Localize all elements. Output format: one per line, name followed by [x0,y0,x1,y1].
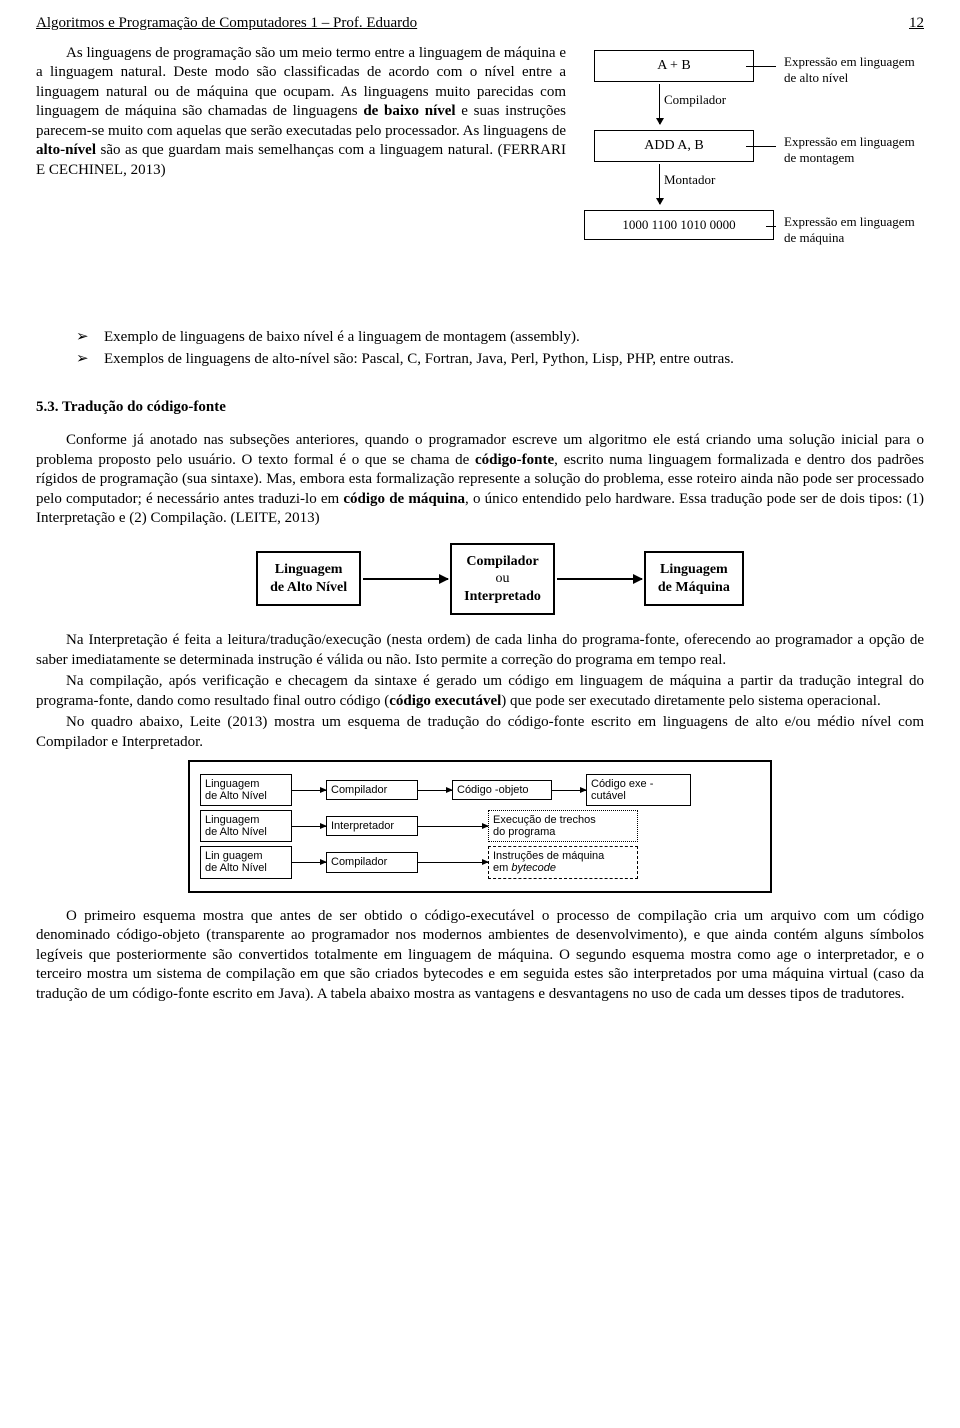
arrow-icon [557,578,642,580]
arrow-icon [363,578,448,580]
p4: No quadro abaixo, Leite (2013) mostra um… [36,713,924,752]
intro-paragraph: As linguagens de programação são um meio… [36,45,566,178]
p1: Conforme já anotado nas subseções anteri… [36,431,924,529]
translation-flow: Linguagemde Alto Nível CompiladorouInter… [76,543,924,616]
d1-side-machine: Expressão em linguagem de máquina [784,214,924,248]
d2-box-translator: CompiladorouInterpretado [450,543,555,616]
d2-box-machine: Linguagemde Máquina [644,551,744,606]
levels-diagram: A + B Compilador ADD A, B Montador 1000 … [584,44,924,314]
intro-row: As linguagens de programação são um meio… [36,44,924,314]
page-header: Algoritmos e Programação de Computadores… [36,14,924,34]
p2: Na Interpretação é feita a leitura/tradu… [36,631,924,670]
d1-box-ab: A + B [594,50,754,82]
bullet-list: ➢Exemplo de linguagens de baixo nível é … [76,328,924,370]
schemes-diagram: Linguagemde Alto Nível Compilador Código… [36,760,924,893]
section-5-3: 5.3. Tradução do código-fonte [36,398,924,418]
bullet-item: ➢Exemplos de linguagens de alto-nível sã… [76,350,924,370]
intro-text: As linguagens de programação são um meio… [36,44,566,314]
header-page: 12 [909,14,924,34]
scheme-row-3: Lin guagemde Alto Nível Compilador Instr… [200,846,760,878]
d1-side-asm: Expressão em linguagem de montagem [784,134,924,168]
p3: Na compilação, após verificação e checag… [36,672,924,711]
bullet-item: ➢Exemplo de linguagens de baixo nível é … [76,328,924,348]
scheme-row-1: Linguagemde Alto Nível Compilador Código… [200,774,760,806]
p5: O primeiro esquema mostra que antes de s… [36,907,924,1005]
d1-label-compiler: Compilador [664,92,754,109]
d1-box-add: ADD A, B [594,130,754,162]
d2-box-source: Linguagemde Alto Nível [256,551,361,606]
d1-side-high: Expressão em linguagem de alto nível [784,54,924,88]
header-left: Algoritmos e Programação de Computadores… [36,14,417,34]
scheme-row-2: Linguagemde Alto Nível Interpretador Exe… [200,810,760,842]
d1-box-binary: 1000 1100 1010 0000 [584,210,774,241]
d1-label-assembler: Montador [664,172,754,189]
